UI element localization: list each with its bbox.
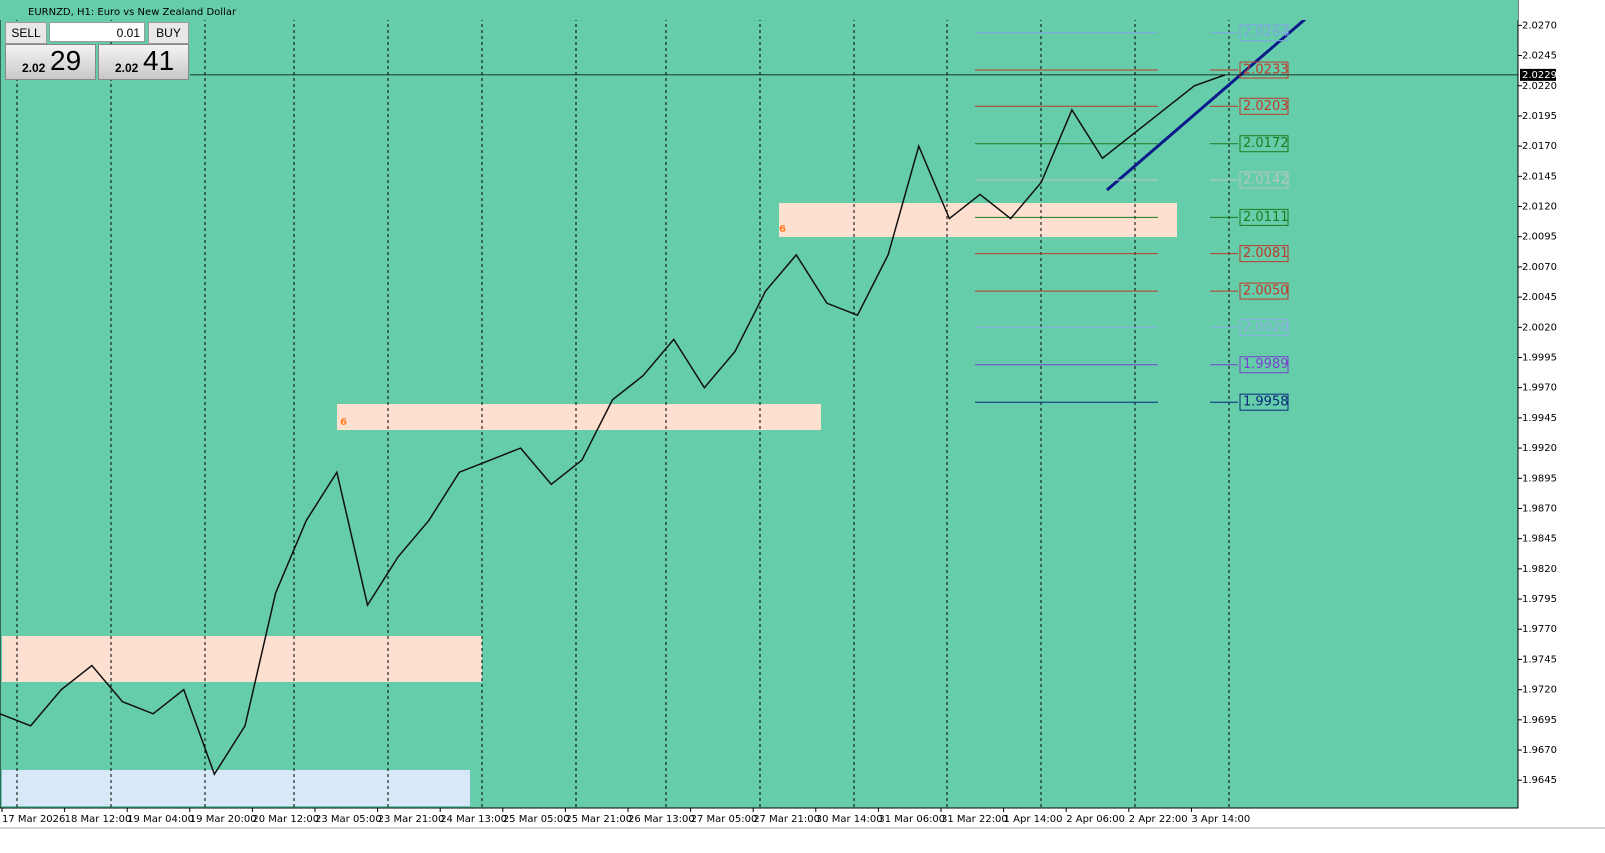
y-tick-label: 1.9795 xyxy=(1522,594,1557,605)
x-tick-label: 27 Mar 21:00 xyxy=(753,814,820,825)
level-box xyxy=(1239,318,1289,336)
x-tick-label: 1 Apr 14:00 xyxy=(1004,814,1063,825)
ask-price[interactable]: 2.02 41 xyxy=(98,44,189,80)
y-tick-label: 2.0145 xyxy=(1522,171,1557,182)
level-box xyxy=(1239,24,1289,42)
y-tick-label: 1.9970 xyxy=(1522,383,1557,394)
trendline xyxy=(1106,0,1326,192)
y-tick-label: 2.0270 xyxy=(1522,20,1557,31)
y-tick-label: 2.0195 xyxy=(1522,111,1557,122)
trade-panel: SELL 0.01 BUY 2.02 29 2.02 41 xyxy=(5,22,189,80)
annotation: 6 xyxy=(340,417,347,428)
x-tick-label: 23 Mar 21:00 xyxy=(378,814,445,825)
x-tick-label: 25 Mar 05:00 xyxy=(503,814,570,825)
zone xyxy=(2,636,482,682)
bid-small: 29 xyxy=(50,45,82,76)
y-tick-label: 1.9720 xyxy=(1522,685,1557,696)
x-tick-label: 19 Mar 20:00 xyxy=(190,814,257,825)
zone xyxy=(779,203,1177,237)
day-separators xyxy=(16,0,1230,808)
x-tick-label: 3 Apr 14:00 xyxy=(1191,814,1250,825)
y-tick-label: 1.9820 xyxy=(1522,564,1557,575)
y-tick-label: 1.9870 xyxy=(1522,503,1557,514)
header-bg xyxy=(0,0,1518,20)
level-box xyxy=(1239,356,1289,374)
y-tick-label: 1.9745 xyxy=(1522,654,1557,665)
y-tick-label: 2.0095 xyxy=(1522,232,1557,243)
ask-big: 2.02 xyxy=(115,61,139,75)
level-label: 2.0172 xyxy=(1243,136,1289,151)
x-tick-label: 24 Mar 13:00 xyxy=(440,814,507,825)
level-box xyxy=(1239,208,1289,226)
level-label: 1.9958 xyxy=(1243,395,1289,410)
annotation: 6 xyxy=(779,224,786,235)
x-tick-label: 18 Mar 12:00 xyxy=(65,814,132,825)
y-tick-label: 2.0045 xyxy=(1522,292,1557,303)
y-tick-label: 2.0070 xyxy=(1522,262,1557,273)
lot-input[interactable]: 0.01 xyxy=(49,22,145,42)
level-box xyxy=(1239,97,1289,115)
y-tick-label: 1.9670 xyxy=(1522,745,1557,756)
x-tick-label: 23 Mar 05:00 xyxy=(315,814,382,825)
x-tick-label: 25 Mar 21:00 xyxy=(565,814,632,825)
zone xyxy=(2,770,470,806)
level-label: 2.0111 xyxy=(1243,210,1289,225)
level-box xyxy=(1239,245,1289,263)
x-tick-label: 17 Mar 2026 xyxy=(2,814,65,825)
y-tick-label: 2.0220 xyxy=(1522,81,1557,92)
level-box xyxy=(1239,61,1289,79)
zone xyxy=(337,404,821,430)
ask-small: 41 xyxy=(143,45,175,76)
header-title: EURNZD, H1: Euro vs New Zealand Dollar xyxy=(28,7,237,18)
x-tick-label: 27 Mar 05:00 xyxy=(691,814,758,825)
level-box xyxy=(1239,282,1289,300)
x-tick-label: 31 Mar 06:00 xyxy=(878,814,945,825)
level-box xyxy=(1239,171,1289,189)
level-label: 2.0233 xyxy=(1243,63,1289,78)
level-label: 2.0142 xyxy=(1243,172,1289,187)
x-tick-label: 2 Apr 06:00 xyxy=(1066,814,1125,825)
x-tick-label: 31 Mar 22:00 xyxy=(941,814,1008,825)
y-tick-label: 1.9920 xyxy=(1522,443,1557,454)
level-label: 2.0081 xyxy=(1243,246,1289,261)
level-box xyxy=(1239,135,1289,153)
current-price-label: 2.0229 xyxy=(1522,70,1557,81)
buy-button[interactable]: BUY xyxy=(148,22,189,44)
level-label: 1.9989 xyxy=(1243,357,1289,372)
y-tick-label: 1.9995 xyxy=(1522,353,1557,364)
level-label: 2.0203 xyxy=(1243,99,1289,114)
y-tick-label: 1.9845 xyxy=(1522,534,1557,545)
level-label: 2.0020 xyxy=(1243,320,1289,335)
x-tick-label: 19 Mar 04:00 xyxy=(127,814,194,825)
current-price-box xyxy=(1520,68,1556,81)
y-tick-label: 1.9945 xyxy=(1522,413,1557,424)
bid-price[interactable]: 2.02 29 xyxy=(5,44,96,80)
sell-button[interactable]: SELL xyxy=(5,22,47,44)
y-tick-label: 2.0120 xyxy=(1522,202,1557,213)
y-tick-label: 1.9895 xyxy=(1522,473,1557,484)
x-tick-label: 30 Mar 14:00 xyxy=(816,814,883,825)
level-label: 2.0264 xyxy=(1243,25,1289,40)
level-label: 2.0050 xyxy=(1243,284,1289,299)
price-line xyxy=(0,74,1226,776)
bid-big: 2.02 xyxy=(22,61,46,75)
level-box xyxy=(1239,393,1289,411)
x-tick-label: 20 Mar 12:00 xyxy=(252,814,319,825)
y-tick-label: 2.0170 xyxy=(1522,141,1557,152)
y-tick-label: 1.9770 xyxy=(1522,624,1557,635)
x-tick-label: 2 Apr 22:00 xyxy=(1129,814,1188,825)
y-tick-label: 2.0245 xyxy=(1522,51,1557,62)
y-tick-label: 2.0020 xyxy=(1522,322,1557,333)
x-tick-label: 26 Mar 13:00 xyxy=(628,814,695,825)
y-tick-label: 1.9645 xyxy=(1522,775,1557,786)
y-tick-label: 1.9695 xyxy=(1522,715,1557,726)
